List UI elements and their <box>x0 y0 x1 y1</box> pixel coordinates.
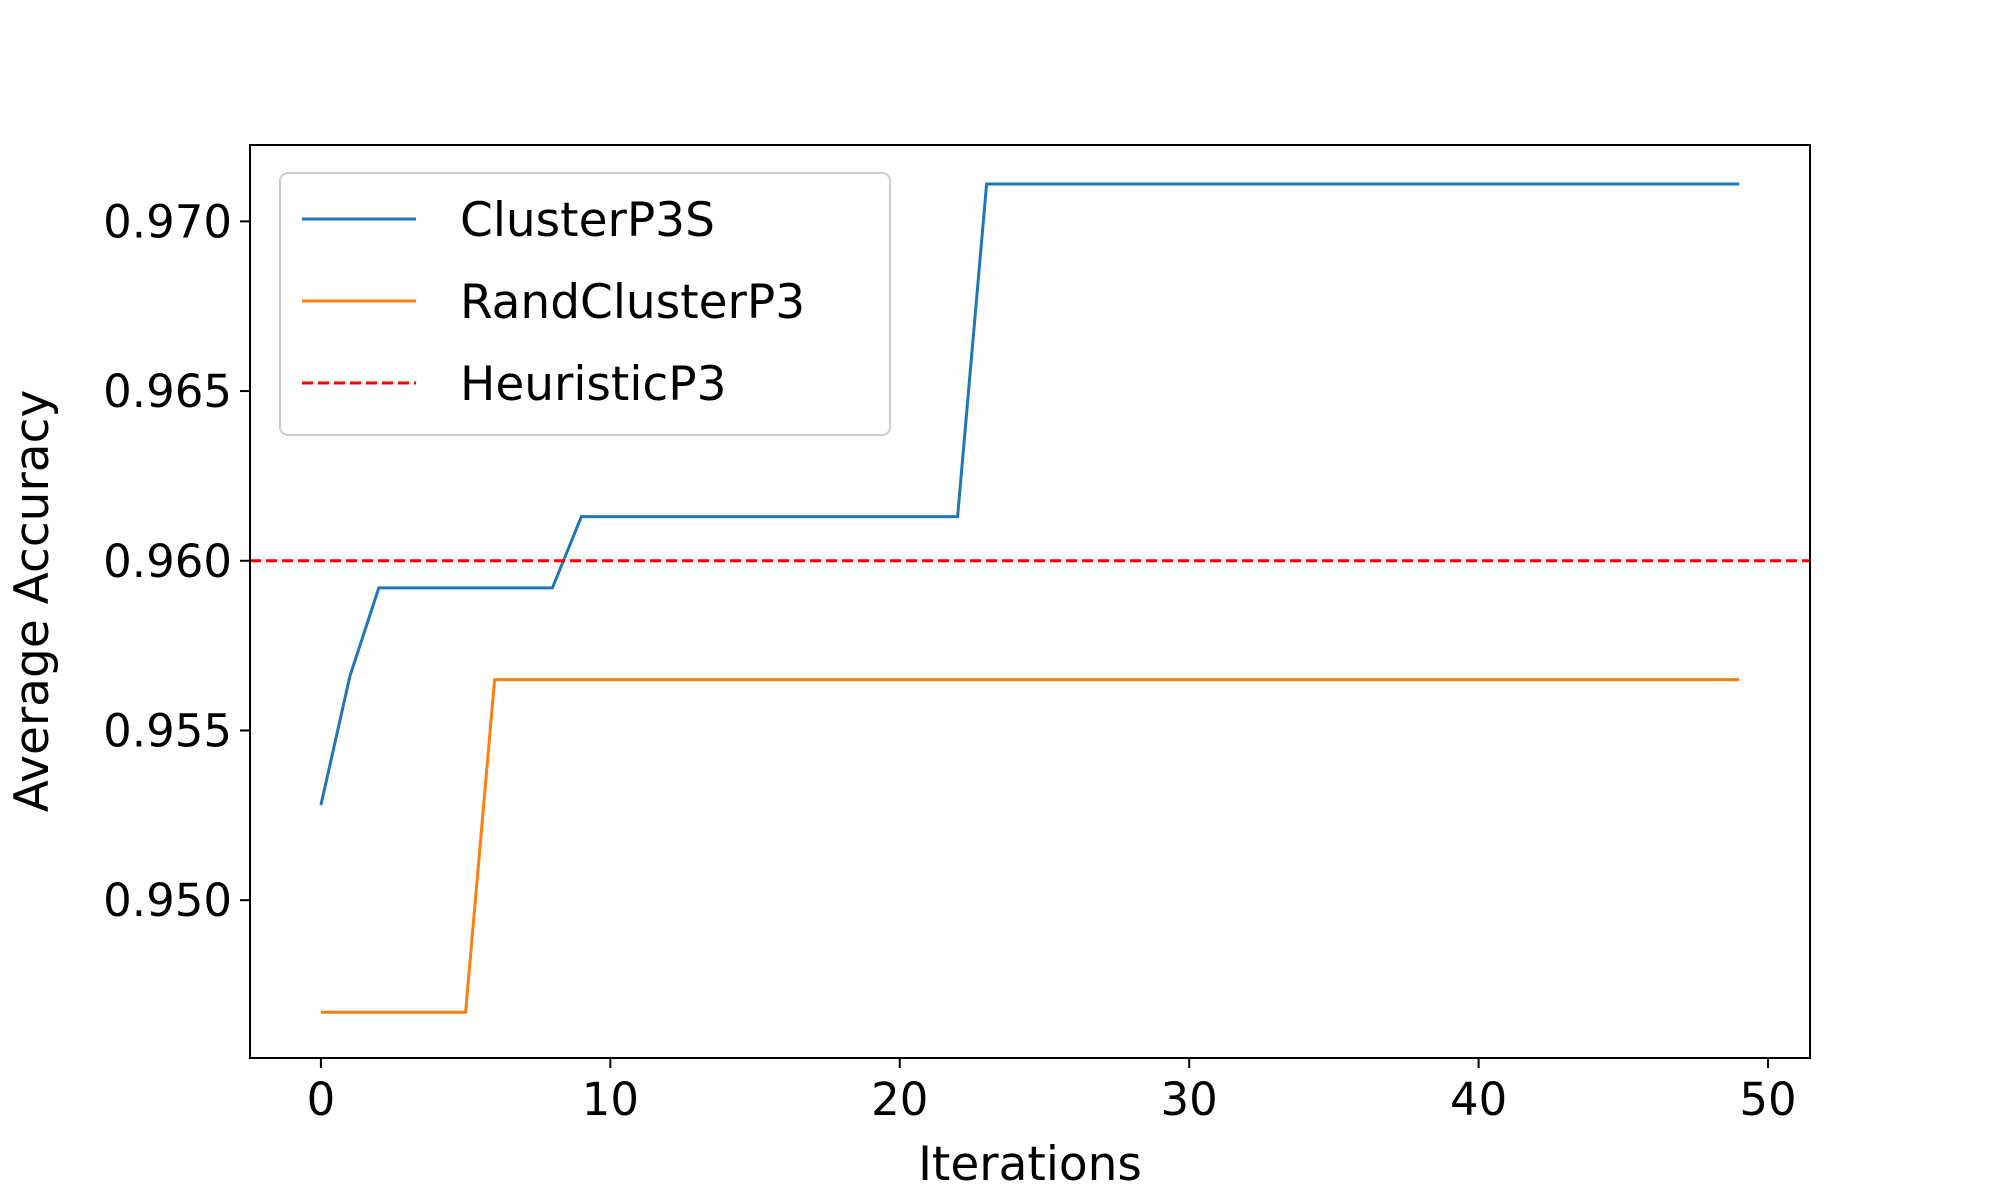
ticks-layer: 0 10 20 30 40 50 0.950 0.955 0.960 0.965 0.970 <box>103 195 1796 1126</box>
plot-frame <box>249 144 1811 1059</box>
y-axis-label: Average Accuracy <box>5 390 60 813</box>
x-tick-label: 20 <box>871 1073 928 1126</box>
legend-label-heuristicp3: HeuristicP3 <box>460 357 727 412</box>
series-line-randclusterp3 <box>320 678 1740 1014</box>
series-line-clusterp3s <box>319 182 1740 806</box>
series-layer <box>250 182 1810 1014</box>
x-axis-label: Iterations <box>918 1137 1142 1192</box>
y-tick-label: 0.950 <box>103 874 232 927</box>
x-tick-label: 50 <box>1739 1073 1796 1126</box>
x-tick-label: 10 <box>582 1073 639 1126</box>
x-tick-label: 30 <box>1161 1073 1218 1126</box>
x-tick-label: 0 <box>307 1073 336 1126</box>
legend-label-randclusterp3: RandClusterP3 <box>460 275 805 330</box>
y-tick-label: 0.970 <box>103 195 232 248</box>
legend-frame <box>279 172 891 436</box>
y-tick-label: 0.965 <box>103 365 232 418</box>
legend-label-clusterp3s: ClusterP3S <box>460 193 715 248</box>
y-tick-label: 0.955 <box>103 704 232 757</box>
y-tick-label: 0.960 <box>103 535 232 588</box>
x-tick-label: 40 <box>1450 1073 1507 1126</box>
legend: ClusterP3S RandClusterP3 HeuristicP3 <box>279 172 891 436</box>
